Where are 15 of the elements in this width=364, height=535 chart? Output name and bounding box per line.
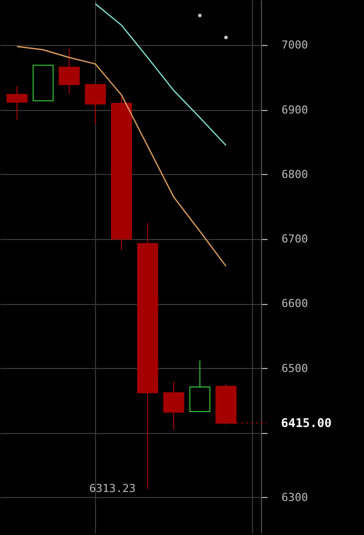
line-series bbox=[16, 46, 227, 267]
y-tick-label: 6500 bbox=[282, 362, 308, 375]
candlestick bbox=[6, 85, 28, 120]
candlestick bbox=[84, 84, 106, 125]
y-tick-label: 6300 bbox=[282, 490, 308, 504]
ref-line-label: 6415.00 bbox=[281, 416, 332, 430]
candlestick bbox=[58, 48, 80, 94]
y-tick-label: 6800 bbox=[282, 168, 308, 181]
y-tick-label: 6700 bbox=[282, 232, 308, 246]
line-series bbox=[94, 3, 227, 146]
annotation: 6313.23 bbox=[89, 482, 136, 495]
candlestick bbox=[163, 381, 184, 430]
y-tick-label: 7000 bbox=[282, 38, 308, 52]
y-tick-label: 6600 bbox=[282, 297, 308, 310]
y-tick-label: 6900 bbox=[282, 103, 308, 116]
